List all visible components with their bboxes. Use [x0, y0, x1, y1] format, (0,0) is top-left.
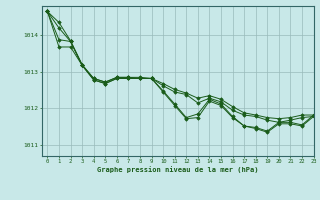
X-axis label: Graphe pression niveau de la mer (hPa): Graphe pression niveau de la mer (hPa): [97, 166, 258, 173]
